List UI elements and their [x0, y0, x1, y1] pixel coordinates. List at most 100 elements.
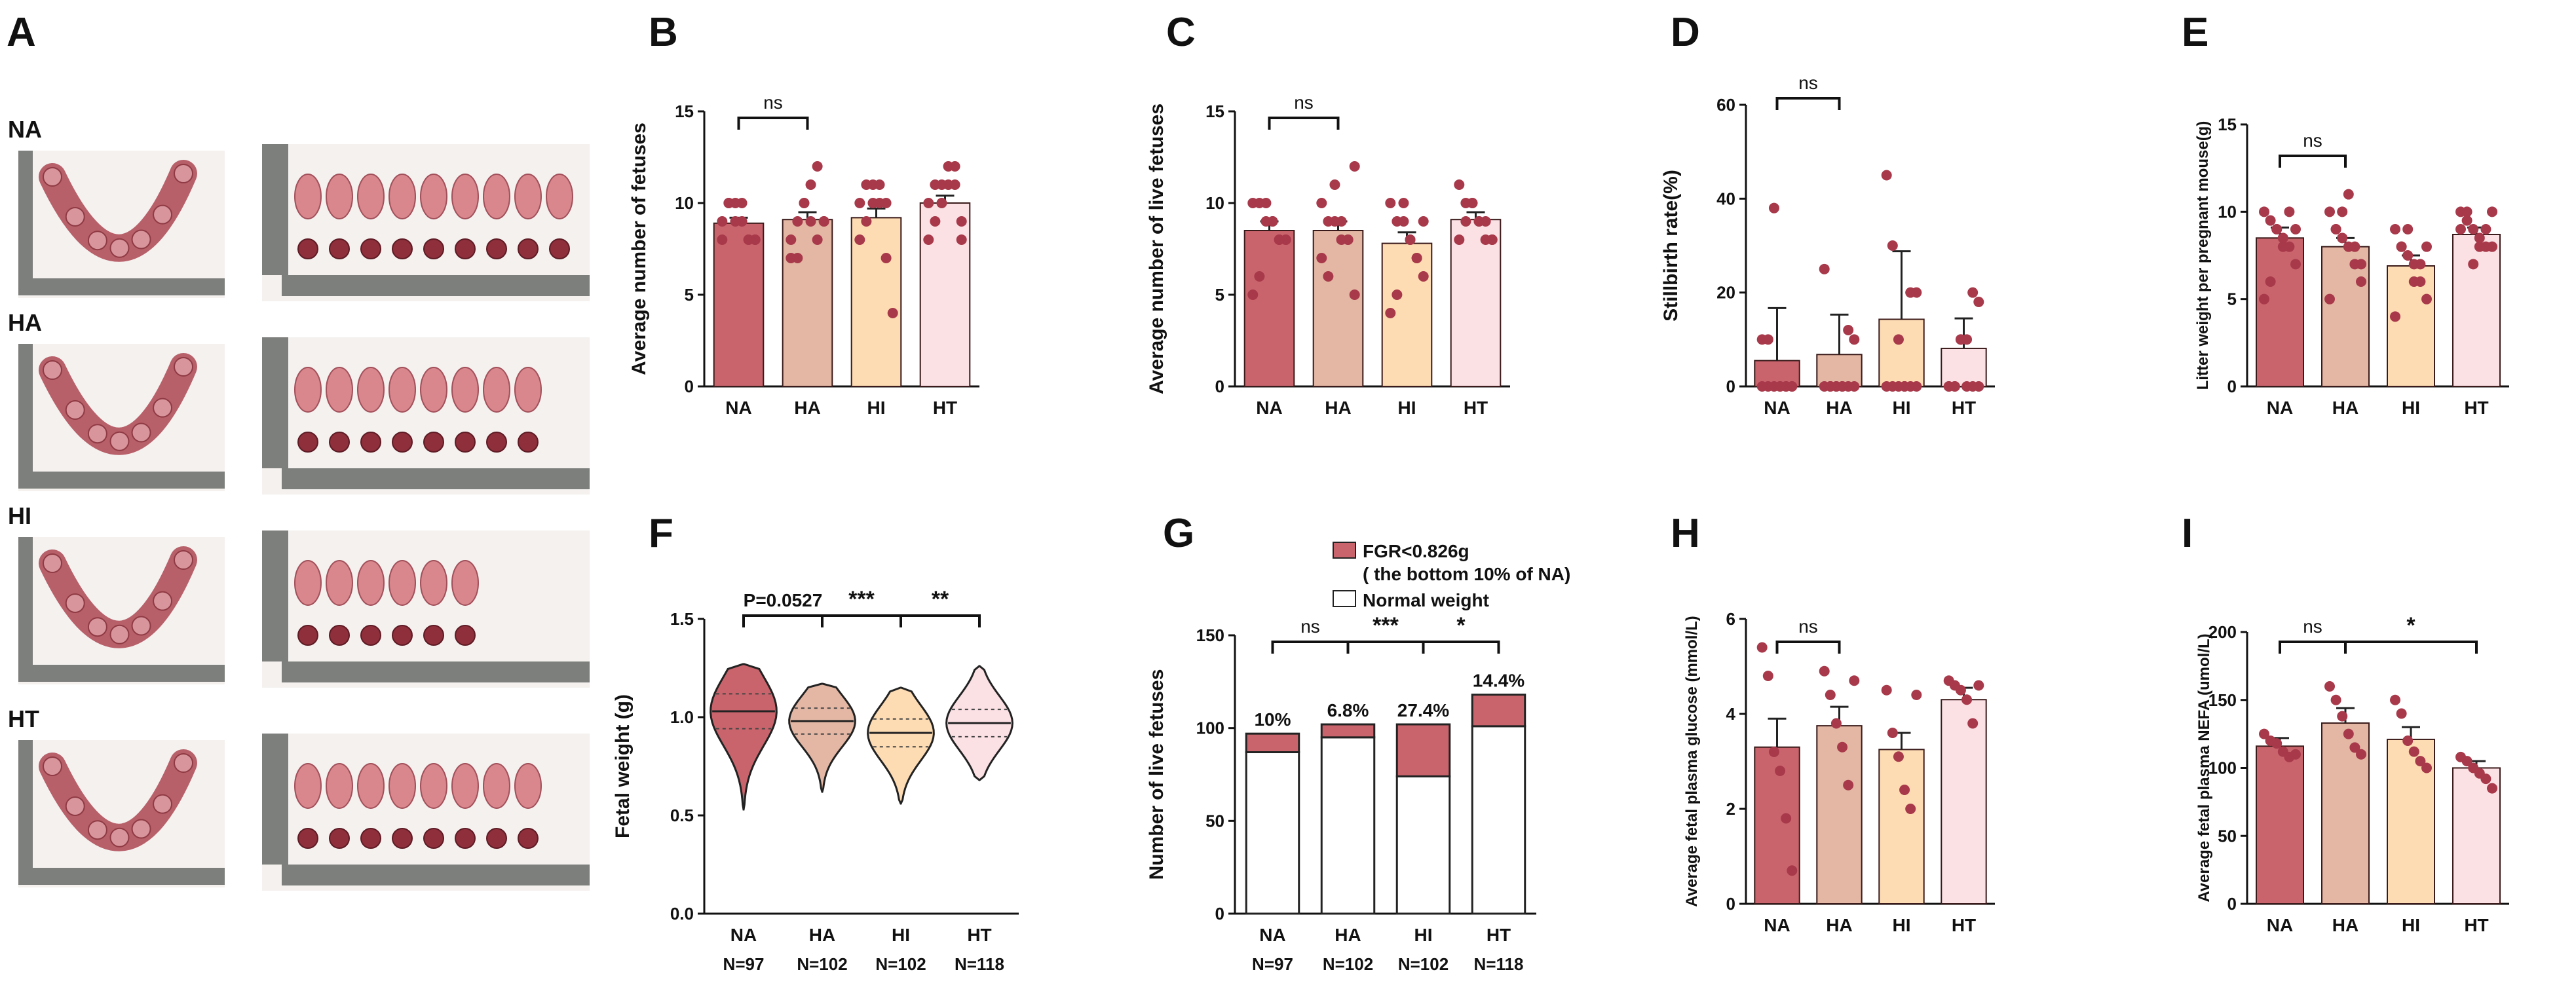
- data-point: [936, 198, 947, 208]
- data-point: [1762, 334, 1773, 345]
- row-label-hi: HI: [8, 502, 31, 529]
- data-point: [1342, 234, 1354, 245]
- data-point: [1911, 690, 1922, 700]
- data-point: [1418, 271, 1429, 282]
- placenta: [486, 238, 507, 259]
- fetus: [357, 763, 385, 809]
- data-point: [854, 198, 865, 208]
- uterus-photo-hi: [18, 537, 225, 684]
- implantation-site: [43, 553, 62, 573]
- fetus-photo-ht: [262, 734, 590, 891]
- sample-size-label: N=97: [1252, 954, 1293, 974]
- fetus: [357, 367, 385, 413]
- significance-label: ns: [1300, 616, 1320, 637]
- placenta: [297, 828, 318, 849]
- fetus: [483, 763, 510, 809]
- significance-bracket: [2279, 641, 2347, 654]
- chart-panel-d: D 0 20 40 60 Stillbirth rate(%) NA HA HI HT ns: [1660, 10, 1995, 418]
- data-point: [1454, 179, 1465, 190]
- horizontal-ruler: [282, 865, 590, 885]
- y-tick-label: 0: [2227, 377, 2237, 396]
- significance-bracket: [1268, 117, 1340, 130]
- implantation-site: [109, 827, 130, 847]
- data-point: [1473, 216, 1485, 227]
- implantation-site: [43, 167, 62, 187]
- horizontal-ruler: [18, 278, 225, 295]
- panel-a-label: A: [7, 10, 36, 55]
- fetus: [326, 763, 353, 809]
- data-point: [1323, 271, 1334, 282]
- chart-panel-g: G 0 50 100 150 Number of live fetuses 10% NA N=9…: [1146, 511, 1570, 974]
- bar-normal-weight: [1471, 725, 1526, 915]
- data-point: [2259, 293, 2269, 305]
- data-point: [1385, 198, 1396, 208]
- significance-label: **: [932, 587, 949, 612]
- placenta: [423, 238, 444, 259]
- sample-size-label: N=102: [1398, 954, 1449, 974]
- y-tick-label: 1.0: [670, 707, 694, 727]
- implantation-site: [87, 617, 107, 637]
- x-category-label: HI: [2402, 398, 2420, 418]
- data-point: [956, 234, 967, 245]
- data-point: [2421, 762, 2432, 773]
- data-point: [792, 216, 803, 227]
- data-point: [1280, 234, 1291, 245]
- panel-label: F: [649, 511, 673, 556]
- significance-label: ns: [2303, 616, 2322, 637]
- fetus: [451, 763, 479, 809]
- significance-bracket: [1422, 641, 1500, 654]
- vertical-ruler: [262, 144, 288, 275]
- x-category-label: HT: [2464, 915, 2488, 935]
- percent-label: 10%: [1254, 709, 1291, 730]
- data-point: [1267, 216, 1278, 227]
- data-point: [2324, 681, 2335, 692]
- data-point: [2474, 233, 2485, 244]
- y-tick-label: 0.0: [670, 904, 694, 923]
- y-tick-label: 150: [2208, 690, 2237, 710]
- sample-size-label: N=97: [723, 954, 765, 974]
- row-label-na: NA: [8, 116, 42, 143]
- data-point: [1899, 785, 1910, 795]
- data-point: [2421, 293, 2432, 305]
- placenta: [455, 432, 476, 453]
- data-point: [1349, 289, 1360, 300]
- x-category-label: NA: [1764, 915, 1790, 935]
- significance-label: ns: [1294, 92, 1314, 113]
- y-tick-label: 10: [1205, 193, 1224, 213]
- data-point: [1336, 216, 1347, 227]
- data-point: [2337, 206, 2348, 217]
- data-point: [923, 198, 934, 208]
- data-point: [861, 216, 872, 227]
- implantation-site: [153, 591, 173, 611]
- y-tick-label: 200: [2208, 622, 2237, 642]
- bar-fgr: [1320, 723, 1376, 739]
- vertical-ruler: [18, 740, 33, 878]
- placenta: [329, 828, 350, 849]
- placenta: [297, 625, 318, 646]
- data-point: [1837, 741, 1848, 753]
- horizontal-ruler: [282, 661, 590, 682]
- implantation-site: [43, 360, 62, 380]
- data-point: [2271, 738, 2282, 749]
- data-point: [854, 234, 865, 245]
- data-point: [2396, 708, 2407, 719]
- bar-ht: [1450, 219, 1502, 388]
- fetus: [294, 763, 322, 809]
- data-point: [1460, 216, 1471, 227]
- data-point: [2290, 224, 2301, 234]
- y-axis-label: Fetal weight (g): [612, 694, 634, 838]
- row-label-ht: HT: [8, 705, 39, 732]
- data-point: [1254, 271, 1265, 282]
- placenta: [518, 432, 539, 453]
- x-category-label: NA: [730, 925, 757, 945]
- chart-panel-h: H 0 2 4 6 Average fetal plasma glucose (mmol/…: [1671, 511, 1995, 935]
- data-point: [2468, 259, 2479, 270]
- y-tick-label: 50: [2218, 826, 2237, 846]
- uterus-photo-ha: [18, 344, 225, 491]
- y-tick-label: 15: [675, 102, 694, 121]
- data-point: [1819, 665, 1830, 677]
- data-point: [792, 253, 803, 263]
- y-tick-label: 0: [2227, 894, 2237, 914]
- bar-na: [2256, 745, 2304, 905]
